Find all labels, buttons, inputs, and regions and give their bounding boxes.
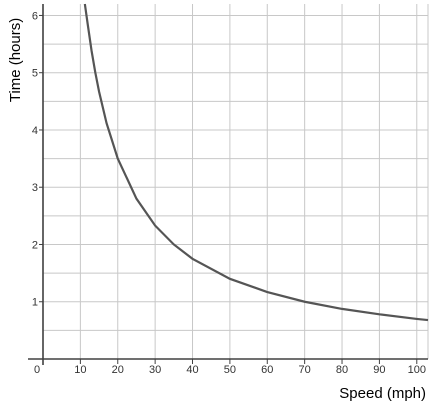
y-tick-label-5: 5 [32,68,38,80]
x-tick-label-100: 100 [408,364,426,376]
x-tick-label-40: 40 [186,364,198,376]
grid-lines [43,4,429,359]
x-tick-label-90: 90 [373,364,385,376]
x-tick-label-60: 60 [261,364,273,376]
y-axis-label: Time (hours) [7,18,24,102]
axes [28,4,428,365]
tick-marks [39,14,418,364]
x-tick-label-10: 10 [74,364,86,376]
series-line-0 [83,3,429,322]
x-tick-label-50: 50 [224,364,236,376]
y-tick-label-1: 1 [32,297,38,309]
x-tick-label-70: 70 [299,364,311,376]
x-tick-label-0: 0 [34,364,40,376]
y-tick-label-3: 3 [32,182,38,194]
tick-labels: 0 10 20 30 40 50 60 70 80 90 100 1 2 3 4 5 6 [32,10,426,376]
x-axis-label: Speed (mph) [339,385,426,402]
x-tick-label-80: 80 [336,364,348,376]
x-tick-label-20: 20 [112,364,124,376]
x-tick-label-30: 30 [149,364,161,376]
y-tick-label-6: 6 [32,10,38,22]
series-layer [83,3,429,322]
y-tick-label-2: 2 [32,239,38,251]
y-tick-label-4: 4 [32,125,38,137]
